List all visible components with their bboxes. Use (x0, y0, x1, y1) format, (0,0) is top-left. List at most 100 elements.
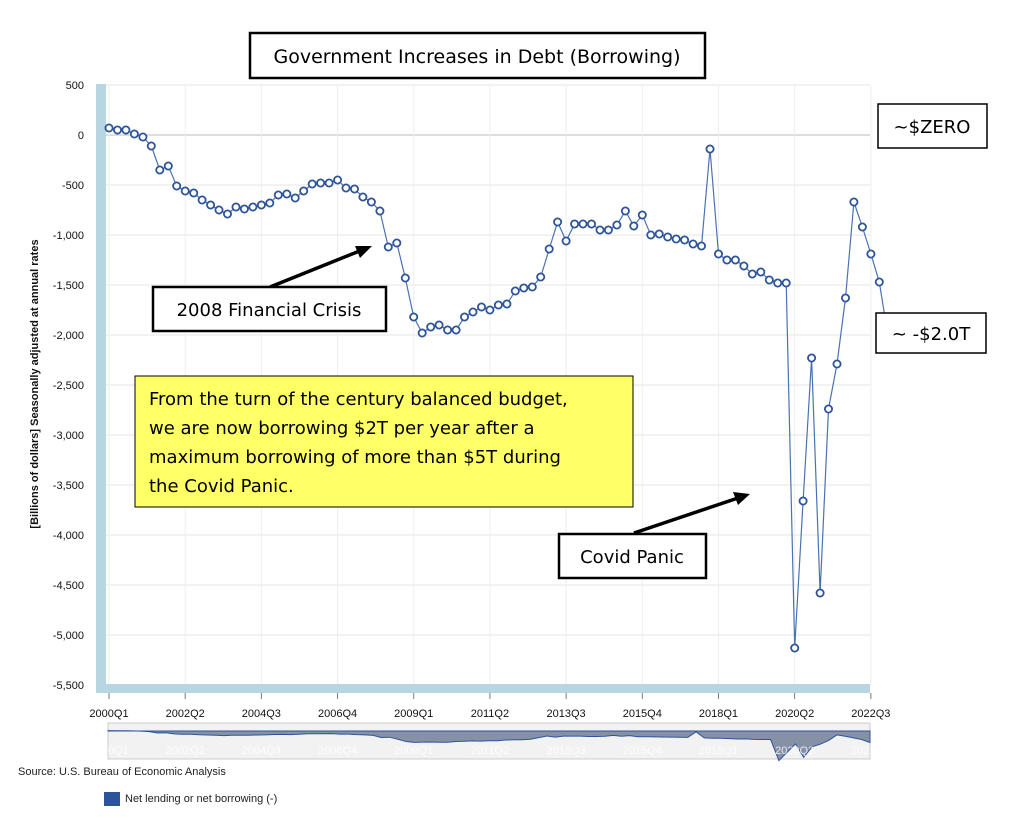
data-point[interactable] (375, 206, 385, 216)
x-tick-label: 2015Q4 (623, 708, 662, 720)
data-point[interactable] (603, 225, 613, 235)
data-point[interactable] (798, 496, 808, 506)
data-point[interactable] (434, 320, 444, 330)
data-point[interactable] (612, 220, 622, 230)
data-point[interactable] (383, 242, 393, 252)
data-point[interactable] (163, 161, 173, 171)
data-point[interactable] (595, 225, 605, 235)
data-point[interactable] (476, 302, 486, 312)
data-point[interactable] (697, 241, 707, 251)
data-point[interactable] (239, 204, 249, 214)
data-point[interactable] (146, 141, 156, 151)
data-point[interactable] (739, 261, 749, 271)
data-point[interactable] (646, 230, 656, 240)
data-point[interactable] (265, 198, 275, 208)
data-point[interactable] (502, 299, 512, 309)
data-point[interactable] (426, 322, 436, 332)
navigator[interactable]: 2000Q1 2002Q2 2004Q3 2006Q4 2009Q1 2011Q2 2013… (89, 722, 890, 762)
data-point[interactable] (849, 197, 859, 207)
data-point[interactable] (341, 183, 351, 193)
data-point[interactable] (451, 325, 461, 335)
data-point[interactable] (299, 186, 309, 196)
data-point[interactable] (104, 123, 114, 133)
source-note: Source: U.S. Bureau of Economic Analysis (18, 766, 226, 778)
data-point[interactable] (841, 293, 851, 303)
navigator-tick-label: 2013Q3 (547, 745, 586, 757)
data-point[interactable] (680, 235, 690, 245)
y-tick-label: 0 (78, 130, 84, 142)
data-point[interactable] (307, 179, 317, 189)
data-point[interactable] (180, 186, 190, 196)
data-point[interactable] (790, 643, 800, 653)
data-point[interactable] (570, 219, 580, 229)
data-point[interactable] (206, 200, 216, 210)
y-tick-label: -5,000 (53, 630, 84, 642)
data-point[interactable] (214, 205, 224, 215)
data-point[interactable] (519, 283, 529, 293)
data-point[interactable] (197, 195, 207, 205)
data-point[interactable] (620, 206, 630, 216)
data-point[interactable] (172, 181, 182, 191)
data-point[interactable] (248, 202, 258, 212)
data-point[interactable] (857, 222, 867, 232)
data-point[interactable] (824, 404, 834, 414)
data-point[interactable] (832, 359, 842, 369)
data-point[interactable] (578, 219, 588, 229)
data-point[interactable] (468, 307, 478, 317)
data-point[interactable] (333, 175, 343, 185)
data-point[interactable] (409, 312, 419, 322)
data-point[interactable] (544, 244, 554, 254)
x-tick-labels: 2000Q1 2002Q2 2004Q3 2006Q4 2009Q1 2011Q2 2013… (89, 693, 890, 720)
data-point[interactable] (629, 221, 639, 231)
data-point[interactable] (129, 129, 139, 139)
data-point[interactable] (366, 197, 376, 207)
data-point[interactable] (781, 278, 791, 288)
legend[interactable]: Net lending or net borrowing (-) (104, 792, 277, 806)
data-point[interactable] (324, 178, 334, 188)
data-point[interactable] (527, 282, 537, 292)
data-point[interactable] (637, 210, 647, 220)
data-point[interactable] (273, 190, 283, 200)
data-point[interactable] (349, 184, 359, 194)
data-point[interactable] (654, 229, 664, 239)
data-point[interactable] (874, 277, 884, 287)
data-point[interactable] (155, 165, 165, 175)
data-point[interactable] (764, 275, 774, 285)
data-point[interactable] (671, 234, 681, 244)
data-point[interactable] (722, 255, 732, 265)
data-point[interactable] (392, 238, 402, 248)
data-point[interactable] (815, 588, 825, 598)
data-point[interactable] (587, 219, 597, 229)
data-point[interactable] (121, 125, 131, 135)
data-point[interactable] (417, 328, 427, 338)
data-point[interactable] (688, 239, 698, 249)
data-point[interactable] (561, 236, 571, 246)
data-point[interactable] (485, 305, 495, 315)
data-point[interactable] (866, 249, 876, 259)
data-point[interactable] (493, 300, 503, 310)
data-point[interactable] (536, 272, 546, 282)
data-point[interactable] (747, 269, 757, 279)
data-point[interactable] (443, 325, 453, 335)
data-point[interactable] (714, 249, 724, 259)
data-point[interactable] (756, 267, 766, 277)
data-point[interactable] (282, 189, 292, 199)
data-point[interactable] (256, 200, 266, 210)
data-point[interactable] (663, 232, 673, 242)
data-point[interactable] (138, 132, 148, 142)
data-point[interactable] (113, 125, 123, 135)
data-point[interactable] (290, 193, 300, 203)
data-point[interactable] (730, 255, 740, 265)
data-point[interactable] (807, 353, 817, 363)
data-point[interactable] (400, 273, 410, 283)
data-point[interactable] (222, 209, 232, 219)
data-point[interactable] (459, 312, 469, 322)
data-point[interactable] (189, 188, 199, 198)
data-point[interactable] (510, 286, 520, 296)
data-point[interactable] (231, 202, 241, 212)
data-point[interactable] (316, 178, 326, 188)
data-point[interactable] (358, 192, 368, 202)
data-point[interactable] (553, 217, 563, 227)
data-point[interactable] (705, 144, 715, 154)
data-point[interactable] (773, 278, 783, 288)
